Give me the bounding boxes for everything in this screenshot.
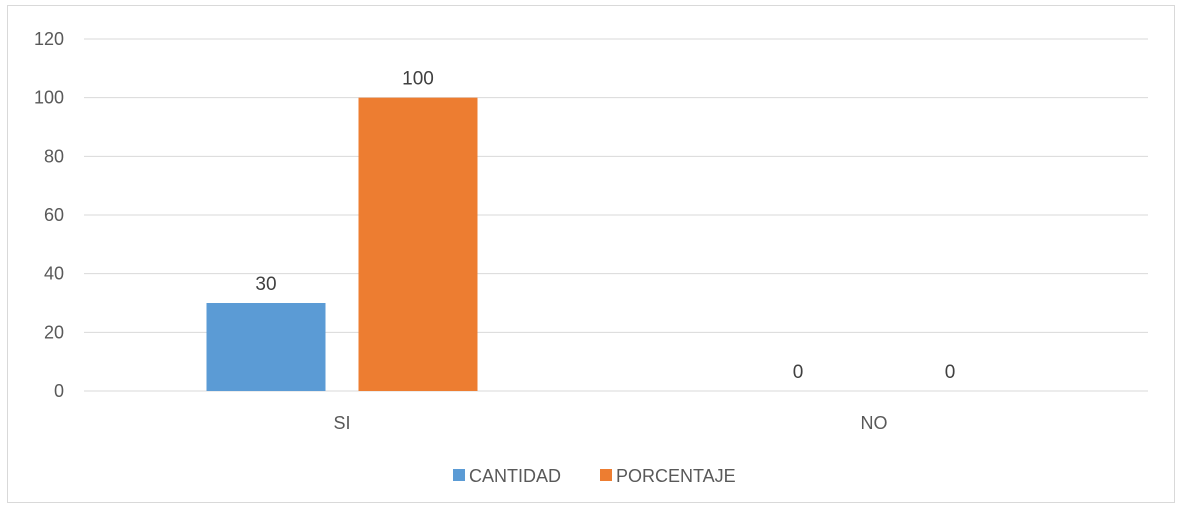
data-labels: 30 100 0 0 <box>255 69 955 383</box>
y-tick-label: 80 <box>44 146 64 166</box>
legend-label-cantidad: CANTIDAD <box>469 466 561 486</box>
legend-swatch-cantidad <box>453 469 465 481</box>
y-tick-label: 60 <box>44 205 64 225</box>
bars <box>206 97 478 392</box>
data-label: 100 <box>402 69 434 90</box>
data-label: 0 <box>793 362 804 383</box>
legend-swatch-porcentaje <box>600 469 612 481</box>
data-label: 0 <box>945 362 956 383</box>
data-label: 30 <box>255 274 276 295</box>
y-tick-label: 0 <box>54 381 64 401</box>
y-tick-label: 100 <box>34 88 64 108</box>
bar-cantidad-si <box>206 303 326 391</box>
x-tick-label-si: SI <box>333 413 350 433</box>
x-axis-ticks: SI NO <box>333 413 887 433</box>
legend-label-porcentaje: PORCENTAJE <box>616 466 736 486</box>
y-axis-ticks: 0 20 40 60 80 100 120 <box>34 29 64 401</box>
y-tick-label: 40 <box>44 264 64 284</box>
legend: CANTIDAD PORCENTAJE <box>453 466 736 486</box>
y-tick-label: 120 <box>34 29 64 49</box>
chart-frame <box>7 5 1175 503</box>
bar-porcentaje-si <box>358 97 478 392</box>
x-tick-label-no: NO <box>861 413 888 433</box>
y-tick-label: 20 <box>44 322 64 342</box>
